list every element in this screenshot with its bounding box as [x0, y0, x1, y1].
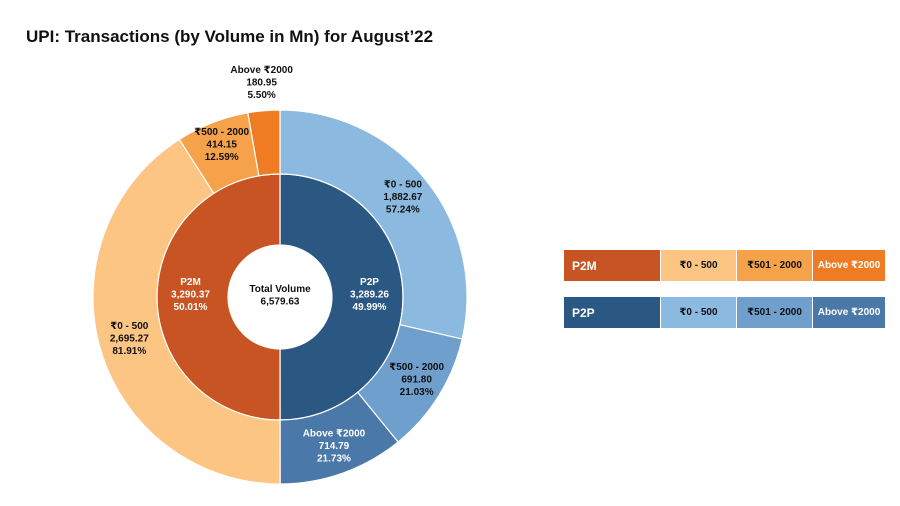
legend-cell-p2m-3: Above ₹2000: [813, 250, 886, 281]
outer-slice-p2p-0-500: [279, 109, 468, 340]
legend-cell-p2p-1: ₹0 - 500: [661, 297, 737, 328]
legend-cell-p2p-3: Above ₹2000: [813, 297, 886, 328]
outer-label-p2p-0-500: ₹0 - 500 1,882.67 57.24%: [383, 179, 422, 215]
legend-cell-p2m-0: P2M: [564, 250, 661, 281]
legend-cell-p2m-1: ₹0 - 500: [661, 250, 737, 281]
outer-label-p2m-500-2000: ₹500 - 2000 414.15 12.59%: [194, 127, 249, 163]
outer-slice-p2m-above-2000: [247, 109, 281, 177]
outer-label-p2p-above-2000: Above ₹2000 714.79 21.73%: [303, 429, 366, 465]
legend-cell-p2p-2: ₹501 - 2000: [737, 297, 813, 328]
inner-label-p2p: P2P 3,289.26 49.99%: [350, 277, 389, 313]
legend-row-p2p: P2P ₹0 - 500 ₹501 - 2000 Above ₹2000: [564, 297, 886, 328]
outer-label-p2m-above-2000: Above ₹2000 180.95 5.50%: [230, 65, 293, 101]
outer-slice-p2m-0-500: [92, 138, 281, 485]
center-hole: [228, 245, 332, 349]
center-label: Total Volume 6,579.63: [249, 284, 311, 308]
legend-row-p2m: P2M ₹0 - 500 ₹501 - 2000 Above ₹2000: [564, 250, 886, 281]
legend-cell-p2m-2: ₹501 - 2000: [737, 250, 813, 281]
legend-cell-p2p-0: P2P: [564, 297, 661, 328]
chart-title: UPI: Transactions (by Volume in Mn) for …: [26, 27, 434, 46]
inner-label-p2m: P2M 3,290.37 50.01%: [171, 277, 210, 313]
outer-label-p2m-0-500: ₹0 - 500 2,695.27 81.91%: [110, 321, 149, 357]
outer-label-p2p-500-2000: ₹500 - 2000 691.80 21.03%: [389, 362, 444, 398]
